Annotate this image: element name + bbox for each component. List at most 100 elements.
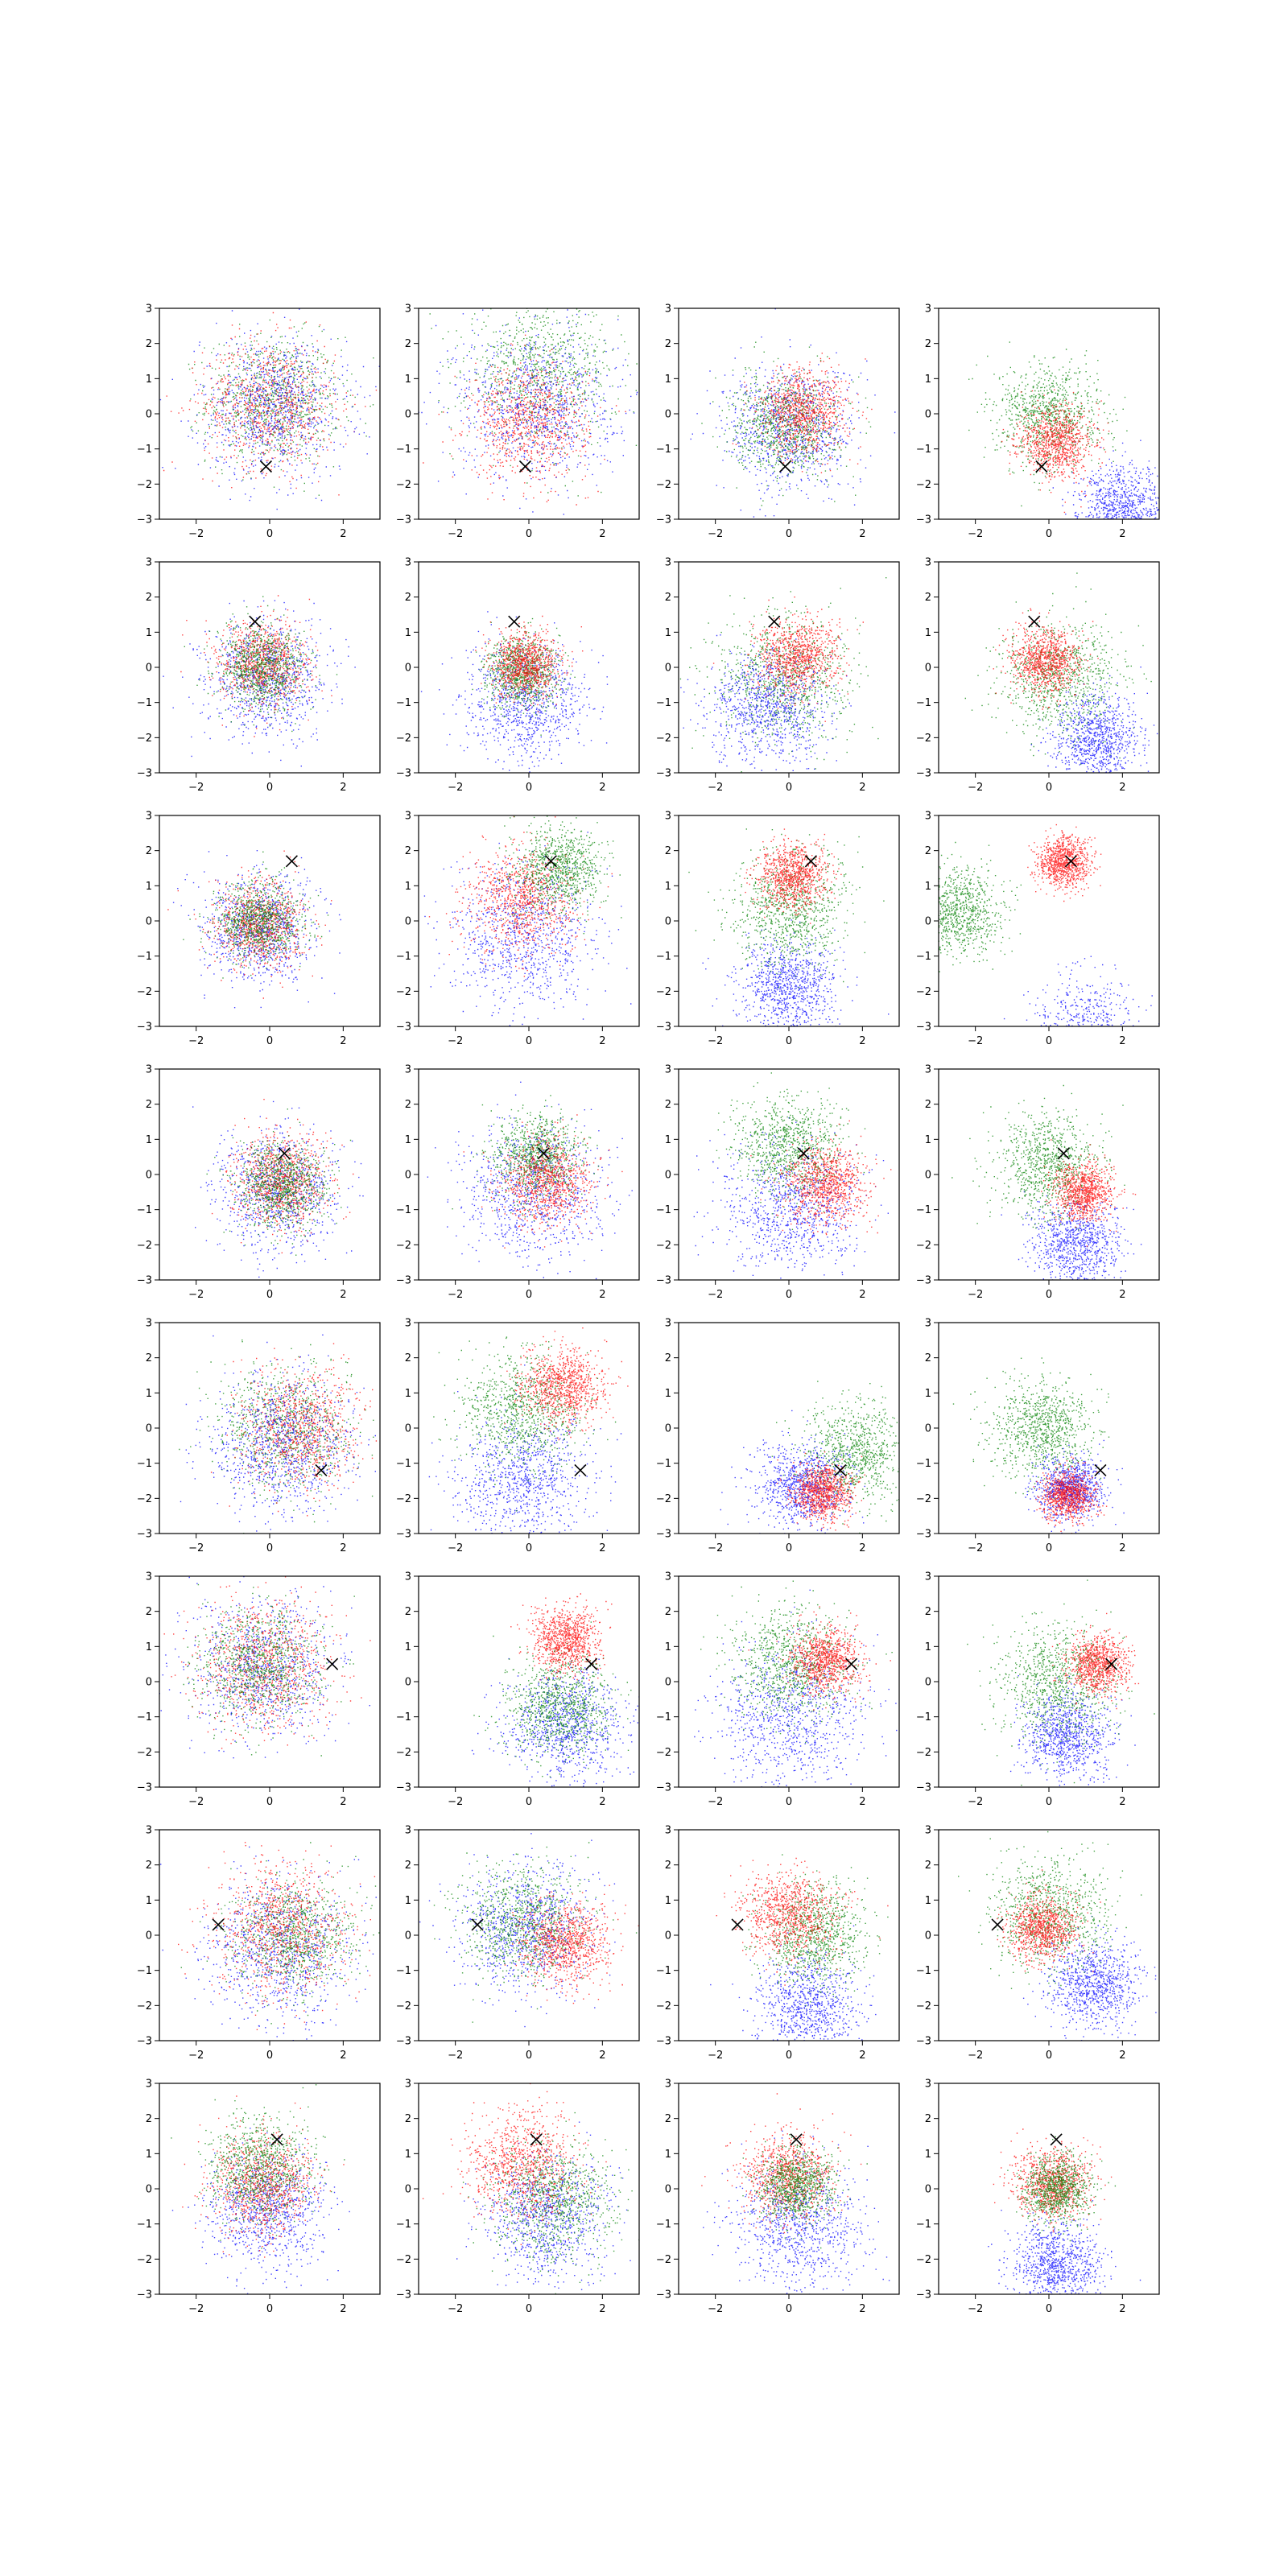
x-tick-label: −2: [188, 1542, 204, 1554]
y-tick-label: −3: [137, 2289, 152, 2301]
axes-frame: [419, 815, 639, 1026]
y-tick-label: 3: [665, 2079, 671, 2091]
y-tick-label: 1: [665, 1388, 671, 1400]
axes-frame: [159, 2083, 380, 2294]
series-blue: [676, 634, 852, 810]
series-red: [733, 353, 873, 473]
x-marker: [213, 1919, 224, 1930]
x-tick-label: 2: [1119, 1796, 1125, 1808]
y-tick-label: 1: [925, 1895, 931, 1907]
scatter-point: [716, 1858, 889, 1986]
y-tick-label: 1: [405, 1641, 411, 1653]
y-tick-label: −1: [396, 1965, 411, 1977]
y-tick-label: 1: [405, 1134, 411, 1146]
y-tick-label: 3: [665, 1571, 671, 1583]
y-tick-label: 0: [405, 663, 411, 675]
y-tick-label: −3: [137, 514, 152, 526]
y-tick-label: −3: [137, 1782, 152, 1794]
scatter-point: [750, 1121, 891, 1240]
series-blue: [147, 1546, 370, 1758]
y-tick-label: 3: [925, 303, 931, 316]
y-tick-label: 2: [405, 1606, 411, 1618]
y-tick-label: 0: [925, 2184, 931, 2196]
scatter-points: [472, 1593, 665, 1819]
y-tick-label: 0: [665, 1423, 671, 1435]
y-tick-label: 2: [146, 1606, 152, 1618]
y-tick-label: −3: [656, 2036, 671, 2048]
scatter-point: [178, 1827, 390, 2030]
axes-frame: [679, 2083, 899, 2294]
y-tick-label: −1: [396, 1458, 411, 1470]
axes-frame: [159, 1576, 380, 1787]
y-tick-label: 2: [665, 1860, 671, 1872]
y-tick-label: 2: [146, 1860, 152, 1872]
y-tick-label: −3: [656, 514, 671, 526]
y-tick-label: 1: [146, 1895, 152, 1907]
y-tick-label: 3: [665, 303, 671, 316]
series-blue: [694, 1590, 915, 1814]
y-tick-label: −2: [396, 2000, 411, 2013]
series-green: [171, 2084, 345, 2248]
x-tick-label: 0: [1046, 2050, 1052, 2062]
y-tick-label: −2: [396, 1747, 411, 1759]
y-tick-label: 0: [925, 1423, 931, 1435]
y-tick-label: −3: [396, 1782, 411, 1794]
y-tick-label: −3: [396, 514, 411, 526]
y-tick-label: 3: [665, 1064, 671, 1076]
x-tick-label: 0: [786, 782, 792, 794]
x-tick-label: 2: [599, 2303, 605, 2315]
x-tick-label: 0: [266, 2303, 273, 2315]
y-tick-label: 3: [925, 2079, 931, 2091]
series-green: [433, 1336, 616, 1511]
axes-frame: [419, 1323, 639, 1534]
x-tick-label: 2: [859, 1542, 865, 1554]
y-tick-label: 2: [925, 338, 931, 350]
scatter-points: [701, 2093, 914, 2347]
y-tick-label: −1: [396, 2219, 411, 2231]
series-red: [475, 616, 583, 712]
series-blue: [694, 1117, 889, 1304]
y-tick-label: 2: [405, 592, 411, 604]
scatter-point: [749, 1606, 891, 1710]
x-marker: [472, 1919, 483, 1930]
scatter-point: [716, 1065, 866, 1230]
scatter-point: [510, 1593, 612, 1694]
x-tick-label: 0: [1046, 2303, 1052, 2315]
y-tick-label: 3: [146, 2079, 152, 2091]
x-tick-label: −2: [448, 1796, 463, 1808]
y-tick-label: 0: [146, 1423, 152, 1435]
y-tick-label: 2: [925, 1099, 931, 1111]
series-green: [772, 1381, 933, 1534]
y-tick-label: −3: [916, 768, 931, 780]
y-tick-label: 2: [146, 845, 152, 857]
y-tick-label: −2: [656, 986, 671, 998]
x-tick-label: −2: [708, 1796, 723, 1808]
scatter-points: [406, 266, 658, 542]
y-tick-label: −2: [916, 2000, 931, 2013]
x-tick-label: 2: [1119, 1542, 1125, 1554]
y-tick-label: 3: [925, 1825, 931, 1837]
y-tick-label: −3: [396, 768, 411, 780]
x-marker: [732, 1919, 743, 1930]
y-tick-label: 0: [925, 663, 931, 675]
scatter-points: [158, 1827, 397, 2056]
x-tick-label: −2: [968, 1035, 983, 1047]
y-tick-label: −1: [137, 2219, 152, 2231]
y-tick-label: 1: [405, 1388, 411, 1400]
scatter-point: [140, 291, 374, 534]
y-tick-label: 1: [146, 2149, 152, 2161]
y-tick-label: −2: [656, 1747, 671, 1759]
x-marker: [805, 856, 816, 867]
series-green: [700, 1581, 904, 1744]
y-tick-label: −1: [137, 1711, 152, 1724]
y-tick-label: −1: [396, 951, 411, 963]
